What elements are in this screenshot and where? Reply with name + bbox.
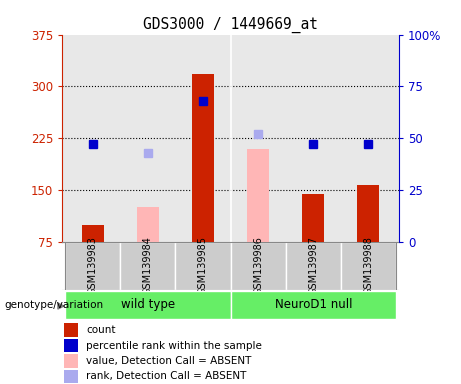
Text: value, Detection Call = ABSENT: value, Detection Call = ABSENT — [86, 356, 251, 366]
Bar — [302, 194, 324, 242]
Title: GDS3000 / 1449669_at: GDS3000 / 1449669_at — [143, 17, 318, 33]
Text: percentile rank within the sample: percentile rank within the sample — [86, 341, 262, 351]
Text: count: count — [86, 325, 116, 335]
Bar — [286, 242, 341, 290]
Text: GSM139985: GSM139985 — [198, 237, 208, 295]
Text: GSM139987: GSM139987 — [308, 237, 318, 295]
Text: rank, Detection Call = ABSENT: rank, Detection Call = ABSENT — [86, 371, 246, 381]
Bar — [192, 74, 214, 242]
Bar — [65, 242, 120, 290]
Bar — [64, 369, 78, 383]
Bar — [230, 242, 286, 290]
Bar — [175, 242, 230, 290]
Bar — [64, 339, 78, 353]
Bar — [137, 207, 159, 242]
Bar — [357, 185, 379, 242]
Bar — [65, 291, 230, 319]
Bar — [120, 242, 175, 290]
Bar — [82, 225, 104, 242]
Bar — [64, 354, 78, 368]
Text: wild type: wild type — [121, 298, 175, 311]
Bar — [64, 323, 78, 337]
Bar — [341, 242, 396, 290]
Text: genotype/variation: genotype/variation — [5, 300, 104, 310]
Text: GSM139988: GSM139988 — [363, 237, 373, 295]
Text: GSM139984: GSM139984 — [143, 237, 153, 295]
Bar — [230, 291, 396, 319]
Text: GSM139986: GSM139986 — [253, 237, 263, 295]
Bar — [247, 149, 269, 242]
Text: GSM139983: GSM139983 — [88, 237, 98, 295]
Text: NeuroD1 null: NeuroD1 null — [274, 298, 352, 311]
